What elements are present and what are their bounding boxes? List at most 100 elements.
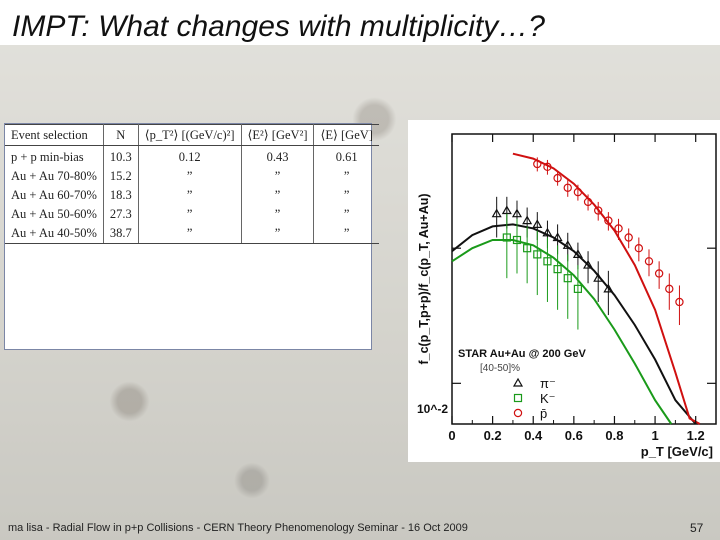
data-point [614, 224, 623, 233]
axis-ticks: 0 0.2 0.4 0.6 0.8 1 1.2 [448, 134, 717, 443]
data-point [573, 284, 583, 293]
legend-subtitle: [40-50]% [480, 363, 520, 374]
plot-frame [451, 133, 717, 425]
table-cell: Au + Au 60-70% [5, 186, 104, 205]
table-cell: ” [138, 205, 242, 224]
table-cell: Au + Au 70-80% [5, 167, 104, 186]
table-cell: Au + Au 40-50% [5, 224, 104, 244]
data-point [533, 250, 542, 259]
data-point [603, 283, 614, 293]
data-point [533, 159, 542, 169]
data-point [511, 208, 523, 218]
y-tick-label: 10^-2 [417, 402, 448, 416]
x-tick-label: 1 [651, 428, 658, 443]
legend-label: K⁻ [540, 391, 556, 406]
table-header-cell: ⟨p_T²⟩ [(GeV/c)²] [138, 124, 242, 146]
x-tick-label: 0 [448, 428, 455, 443]
data-point [594, 206, 603, 215]
table-header-row: Event selection N ⟨p_T²⟩ [(GeV/c)²] ⟨E²⟩… [5, 124, 379, 146]
y-axis-label: f_c(p_T,p+p)/f_c(p_T, Au+Au) [417, 193, 431, 364]
data-points [491, 157, 684, 330]
data-point [491, 208, 502, 218]
table-row: p + p min-bias 10.3 0.12 0.43 0.61 [5, 145, 379, 167]
data-point [543, 257, 552, 266]
data-point [523, 244, 532, 253]
data-point [553, 173, 562, 183]
table-cell: 15.2 [103, 167, 139, 186]
table-cell: p + p min-bias [5, 145, 104, 167]
table-cell: ” [343, 207, 350, 221]
data-point [583, 259, 594, 269]
data-point [572, 249, 583, 258]
data-point [563, 274, 572, 283]
table-cell: ” [138, 167, 242, 186]
table-cell: ” [343, 188, 350, 202]
ratio-plot: 0 0.2 0.4 0.6 0.8 1 1.2 f_c(p_T,p+p)/f_c(p_T, … [417, 133, 717, 459]
data-point [542, 227, 553, 237]
fit-curve [451, 223, 697, 425]
table-header-cell: N [103, 124, 139, 146]
legend-label: p̄ [540, 406, 547, 421]
table-cell: 0.12 [138, 145, 242, 167]
table-cell: ” [313, 224, 379, 244]
table-row: Au + Au 50-60% 27.3 ” ” ” [5, 205, 379, 224]
data-point [675, 297, 684, 307]
data-point [552, 232, 563, 242]
legend-marker [513, 408, 523, 418]
data-point [644, 257, 654, 266]
x-axis-label: p_T [GeV/c] [641, 444, 713, 459]
data-point [624, 233, 633, 242]
table-cell: 27.3 [103, 205, 139, 224]
fit-curves [451, 152, 701, 425]
table-cell: 0.61 [335, 150, 358, 164]
data-point [532, 219, 543, 229]
data-point [543, 162, 552, 172]
table-cell: ” [138, 186, 242, 205]
data-point [583, 197, 593, 207]
legend-label: π⁻ [540, 376, 556, 391]
page-number: 57 [690, 521, 704, 535]
data-point [502, 233, 511, 242]
data-point [593, 272, 604, 282]
data-point [522, 215, 533, 225]
legend-marker [513, 393, 523, 403]
table-cell: 0.43 [241, 145, 315, 167]
x-tick-label: 0.8 [605, 428, 623, 443]
table-header-cell: Event selection [5, 124, 104, 146]
x-tick-label: 0.2 [484, 428, 502, 443]
ratio-plot-panel: 0 0.2 0.4 0.6 0.8 1 1.2 f_c(p_T,p+p)/f_c(p_T, … [408, 120, 720, 462]
table-header-cell: ⟨E²⟩ [GeV²] [241, 124, 315, 146]
table-cell: ” [138, 224, 242, 244]
data-point [553, 265, 562, 274]
data-point [573, 187, 583, 197]
legend-title: STAR Au+Au @ 200 GeV [458, 348, 586, 360]
legend-marker [512, 377, 524, 387]
table-cell: Au + Au 50-60% [5, 205, 104, 224]
data-point [563, 183, 572, 192]
x-tick-label: 1.2 [687, 428, 705, 443]
data-point [512, 235, 522, 245]
table-cell: ” [241, 167, 315, 186]
data-point [634, 243, 644, 253]
table-header-cell: ⟨E⟩ [GeV] [313, 124, 379, 146]
data-point [501, 205, 512, 215]
data-table-panel: Event selection N ⟨p_T²⟩ [(GeV/c)²] ⟨E²⟩… [4, 123, 379, 350]
x-tick-label: 0.4 [524, 428, 543, 443]
fit-curve [451, 239, 673, 425]
data-point [654, 269, 664, 278]
legend: π⁻K⁻p̄ [512, 376, 556, 421]
table-cell: ” [343, 169, 350, 183]
data-point [665, 284, 674, 294]
table-cell: 38.7 [103, 224, 139, 244]
table-cell: ” [241, 186, 315, 205]
table-cell: 10.3 [103, 145, 139, 167]
table-row: Au + Au 40-50% 38.7 ” ” ” [5, 224, 379, 244]
data-point [604, 216, 613, 225]
table-cell: ” [241, 205, 315, 224]
table-row: Au + Au 60-70% 18.3 ” ” ” [5, 186, 379, 205]
data-point [562, 240, 573, 249]
table-cell: 18.3 [103, 186, 139, 205]
table-cell: ” [241, 224, 315, 244]
x-tick-label: 0.6 [565, 428, 583, 443]
event-selection-table: Event selection N ⟨p_T²⟩ [(GeV/c)²] ⟨E²⟩… [5, 124, 379, 244]
